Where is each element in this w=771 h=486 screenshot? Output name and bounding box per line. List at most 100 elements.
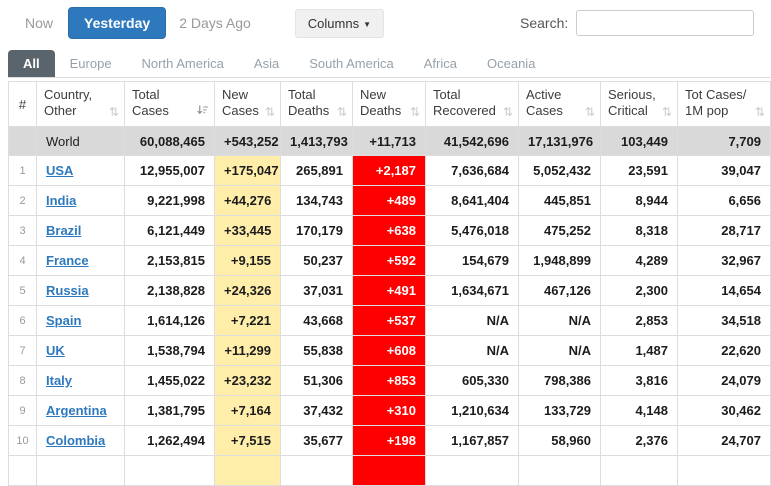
column-header-total-deaths[interactable]: Total Deaths ⇅	[280, 81, 353, 127]
tab-asia[interactable]: Asia	[253, 56, 280, 71]
country-link[interactable]: USA	[46, 163, 74, 178]
total-recovered-cell: 8,641,404	[425, 185, 519, 216]
serious-critical-cell: 103,449	[600, 126, 678, 156]
rank-cell: 7	[8, 335, 37, 366]
rank-cell: 8	[8, 365, 37, 396]
country-link[interactable]: France	[46, 253, 89, 268]
new-cases-cell	[214, 455, 281, 486]
total-cases-cell: 1,614,126	[124, 305, 215, 336]
table-row: 8 Italy 1,455,022 +23,232 51,306 +853 605,330 7…	[8, 365, 771, 396]
total-deaths-cell: 265,891	[280, 155, 353, 186]
new-deaths-cell: +489	[352, 185, 426, 216]
new-deaths-cell: +592	[352, 245, 426, 276]
country-link[interactable]: India	[46, 193, 77, 208]
serious-critical-cell: 2,300	[600, 275, 678, 306]
new-deaths-cell: +310	[352, 395, 426, 426]
column-header-total-cases[interactable]: Total Cases	[124, 81, 215, 127]
active-cases-cell: 58,960	[518, 425, 601, 456]
country-cell: Brazil	[36, 215, 125, 246]
column-header-new-deaths[interactable]: New Deaths ⇅	[352, 81, 426, 127]
columns-dropdown-button[interactable]: Columns ▼	[294, 8, 385, 38]
total-recovered-cell: 5,476,018	[425, 215, 519, 246]
total-deaths-cell: 170,179	[280, 215, 353, 246]
total-cases-cell: 1,262,494	[124, 425, 215, 456]
tab-north-america[interactable]: North America	[141, 56, 224, 71]
column-header-label: New Cases	[222, 86, 259, 118]
column-header-new-cases[interactable]: New Cases ⇅	[214, 81, 281, 127]
country-cell: Argentina	[36, 395, 125, 426]
active-cases-cell: 467,126	[518, 275, 601, 306]
rank-cell	[8, 126, 37, 156]
column-header-label: New Deaths	[360, 86, 402, 118]
total-cases-cell: 1,381,795	[124, 395, 215, 426]
tab-all[interactable]: All	[8, 50, 55, 77]
column-header-label: Serious, Critical	[608, 86, 656, 118]
partial-table-row	[8, 455, 771, 486]
cases-per-1m-cell: 30,462	[677, 395, 771, 426]
total-cases-cell: 1,455,022	[124, 365, 215, 396]
total-recovered-cell	[425, 455, 519, 486]
total-deaths-cell: 51,306	[280, 365, 353, 396]
rank-cell: 6	[8, 305, 37, 336]
yesterday-button[interactable]: Yesterday	[68, 7, 167, 39]
new-cases-cell: +24,326	[214, 275, 281, 306]
country-link[interactable]: Spain	[46, 313, 82, 328]
country-link[interactable]: Brazil	[46, 223, 82, 238]
serious-critical-cell: 4,148	[600, 395, 678, 426]
serious-critical-cell: 8,318	[600, 215, 678, 246]
rank-cell: 3	[8, 215, 37, 246]
total-deaths-cell: 1,413,793	[280, 126, 353, 156]
caret-down-icon: ▼	[363, 19, 372, 29]
total-cases-cell: 1,538,794	[124, 335, 215, 366]
table-row: 6 Spain 1,614,126 +7,221 43,668 +537 N/A N/A 2,8…	[8, 305, 771, 336]
new-cases-cell: +11,299	[214, 335, 281, 366]
search-input[interactable]	[576, 10, 755, 36]
sort-icon: ⇅	[108, 105, 119, 120]
stats-table-wrap: # Country, Other ⇅ Total Cases New Cases ⇅ Total D…	[8, 81, 771, 486]
tab-africa[interactable]: Africa	[423, 56, 457, 71]
column-header-label: Active Cases	[526, 86, 563, 118]
new-cases-cell: +9,155	[214, 245, 281, 276]
new-deaths-cell: +491	[352, 275, 426, 306]
covid-stats-table: # Country, Other ⇅ Total Cases New Cases ⇅ Total D…	[8, 81, 771, 486]
sort-icon: ⇅	[754, 105, 765, 120]
sort-icon: ⇅	[661, 105, 672, 120]
now-button[interactable]: Now	[25, 15, 54, 31]
new-cases-cell: +7,515	[214, 425, 281, 456]
total-deaths-cell: 35,677	[280, 425, 353, 456]
country-link[interactable]: Colombia	[46, 433, 106, 448]
rank-cell: 1	[8, 155, 37, 186]
tab-south-america[interactable]: South America	[309, 56, 394, 71]
sort-icon: ⇅	[264, 105, 275, 120]
column-header-label: Country, Other	[44, 86, 93, 118]
country-cell: UK	[36, 335, 125, 366]
new-cases-cell: +44,276	[214, 185, 281, 216]
country-cell: USA	[36, 155, 125, 186]
tab-oceania[interactable]: Oceania	[487, 56, 536, 71]
serious-critical-cell: 4,289	[600, 245, 678, 276]
column-header-total-recovered[interactable]: Total Recovered ⇅	[425, 81, 519, 127]
total-recovered-cell: N/A	[425, 335, 519, 366]
column-header-serious-critical[interactable]: Serious, Critical ⇅	[600, 81, 678, 127]
country-link[interactable]: Argentina	[46, 403, 107, 418]
tab-europe[interactable]: Europe	[69, 56, 112, 71]
total-deaths-cell: 37,031	[280, 275, 353, 306]
cases-per-1m-cell: 7,709	[677, 126, 771, 156]
country-cell	[36, 455, 125, 486]
column-header-country[interactable]: Country, Other ⇅	[36, 81, 125, 127]
country-link[interactable]: UK	[46, 343, 65, 358]
active-cases-cell: 1,948,899	[518, 245, 601, 276]
country-link[interactable]: Russia	[46, 283, 89, 298]
active-cases-cell: N/A	[518, 305, 601, 336]
total-cases-cell: 12,955,007	[124, 155, 215, 186]
total-recovered-cell: 7,636,684	[425, 155, 519, 186]
column-header-active-cases[interactable]: Active Cases ⇅	[518, 81, 601, 127]
cases-per-1m-cell: 32,967	[677, 245, 771, 276]
two-days-ago-button[interactable]: 2 Days Ago	[179, 15, 251, 31]
active-cases-cell: 798,386	[518, 365, 601, 396]
total-recovered-cell: 1,210,634	[425, 395, 519, 426]
total-recovered-cell: 1,167,857	[425, 425, 519, 456]
country-link[interactable]: Italy	[46, 373, 73, 388]
serious-critical-cell: 3,816	[600, 365, 678, 396]
column-header-cases-per-1m[interactable]: Tot Cases/1M pop ⇅	[677, 81, 771, 127]
